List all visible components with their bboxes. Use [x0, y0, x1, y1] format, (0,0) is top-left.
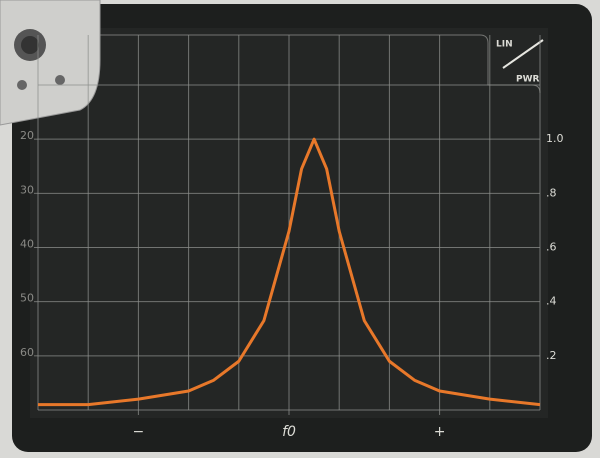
- y2-tick-label: 30: [20, 183, 34, 196]
- mode-label: LIN: [496, 40, 513, 50]
- y-tick-label: .2: [546, 349, 557, 362]
- jack: [55, 75, 65, 85]
- y-tick-label: .8: [546, 186, 557, 199]
- x-tick-label: −: [133, 424, 145, 440]
- knob-center: [21, 36, 39, 54]
- mode-label: PWR: [516, 75, 540, 85]
- graticule-frame: [90, 34, 541, 94]
- y-tick-label: .4: [546, 295, 557, 308]
- instrument-corner: [0, 0, 101, 126]
- mode-divider: [502, 39, 544, 69]
- jack: [17, 80, 27, 90]
- y2-tick-label: 40: [20, 238, 34, 251]
- y2-tick-label: 60: [20, 346, 34, 359]
- y2-tick-label: 50: [20, 292, 34, 305]
- y-tick-label: 1.0: [546, 132, 564, 145]
- x-tick-label: +: [434, 424, 446, 440]
- panel: [0, 0, 101, 126]
- y2-tick-label: 20: [20, 129, 34, 142]
- y-tick-label: .6: [546, 241, 557, 254]
- curve: [38, 137, 541, 407]
- x-tick-label: f0: [282, 424, 296, 440]
